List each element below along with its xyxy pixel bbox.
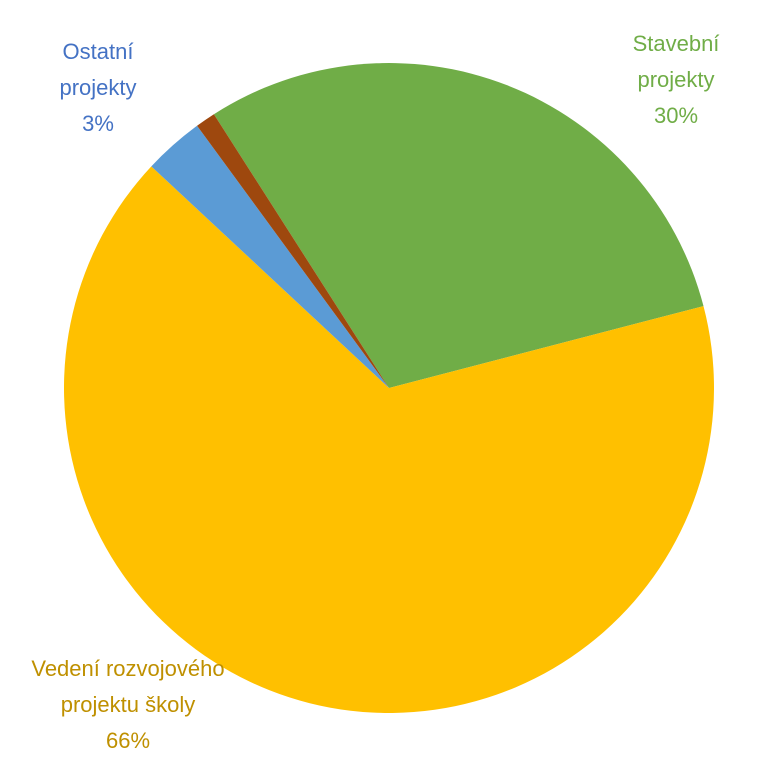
category-label: Stavební projekty [632, 31, 720, 92]
category-label: Vedení rozvojového projektu školy [31, 656, 225, 717]
pie-slice [213, 63, 704, 388]
value-label: 3% [82, 111, 114, 136]
category-label: Ostatní projekty [59, 39, 137, 100]
slice-label: Vedení rozvojového projektu školy 66% [3, 651, 253, 759]
value-label: 66% [105, 728, 151, 753]
pie-slice [64, 166, 715, 714]
slice-label: Stavební projekty 30% [606, 26, 746, 134]
slice-label: Ostatní projekty 3% [38, 34, 158, 142]
pie-slice [197, 114, 389, 388]
value-label: 30% [653, 103, 699, 128]
pie-slice [151, 125, 389, 388]
